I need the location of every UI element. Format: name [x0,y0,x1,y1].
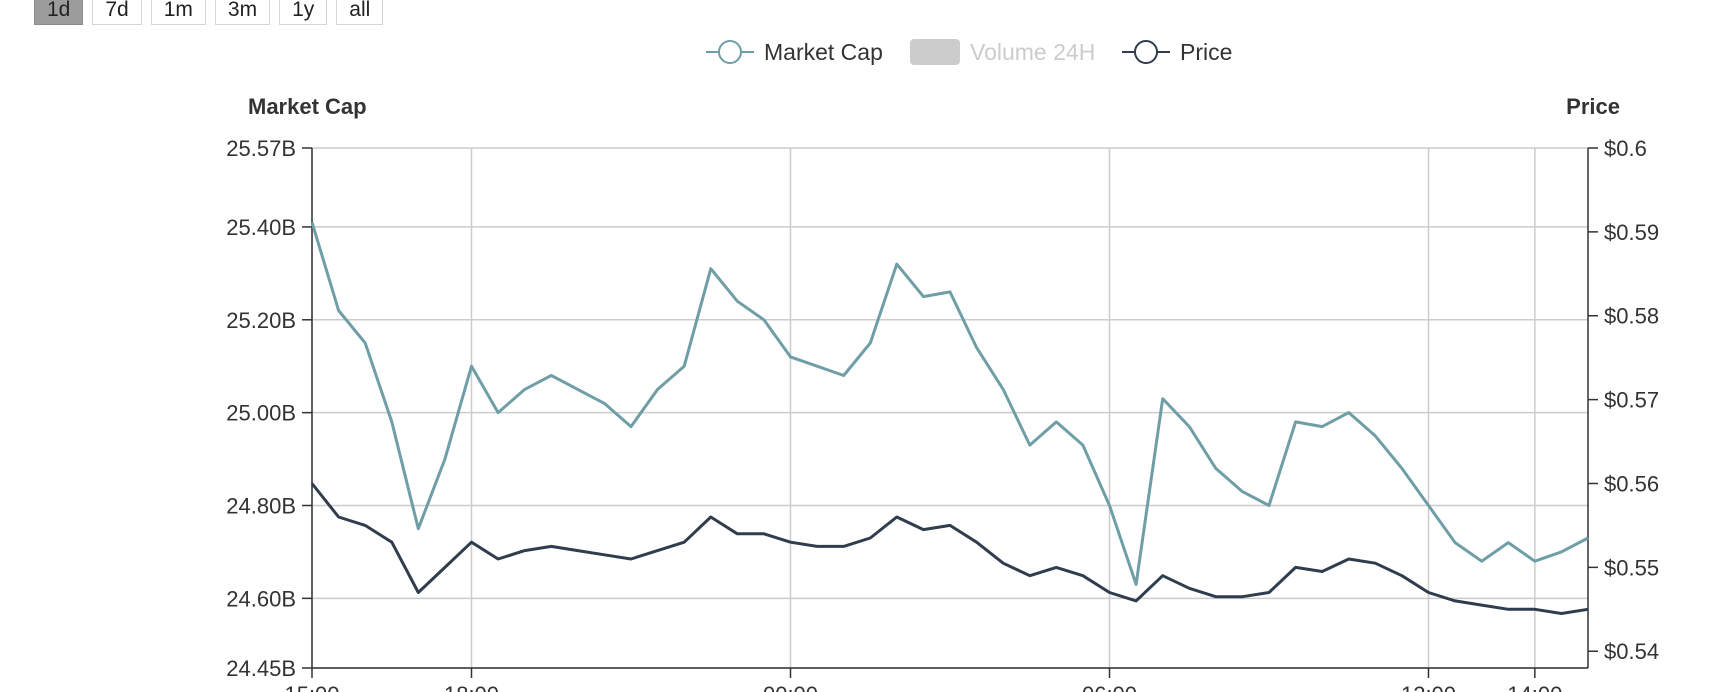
range-button-1m[interactable]: 1m [150,0,206,25]
chart-legend: Market Cap Volume 24H Price [706,39,1232,65]
legend-item-market-cap[interactable]: Market Cap [706,39,883,65]
right-axis-title: Price [1566,94,1620,119]
time-range-selector: 1d 7d 1m 3m 1y all [34,0,384,25]
left-tick-label: 24.45B [226,656,296,681]
range-button-all[interactable]: all [336,0,384,25]
x-tick-label: 14:00 [1507,682,1562,692]
x-tick-label: 00:00 [763,682,818,692]
legend-label: Market Cap [764,39,883,65]
right-tick-label: $0.59 [1604,220,1659,245]
left-tick-label: 25.40B [226,215,296,240]
range-button-1y[interactable]: 1y [279,0,328,25]
x-tick-label: 12:00 [1401,682,1456,692]
price-series-line [310,482,1589,615]
left-axis-title: Market Cap [248,94,367,119]
left-tick-label: 24.60B [226,586,296,611]
legend-marker-icon [1134,40,1158,64]
range-button-3m[interactable]: 3m [214,0,271,25]
x-tick-label: 15:00 [284,682,339,692]
left-tick-label: 25.00B [226,401,296,426]
right-tick-label: $0.6 [1604,136,1647,161]
right-tick-label: $0.54 [1604,639,1659,664]
axes: 25.57B 25.40B 25.20B 25.00B 24.80B 24.60B 24.4… [226,94,1659,692]
legend-item-volume-24h[interactable]: Volume 24H [910,39,1095,65]
legend-label: Price [1180,39,1232,65]
left-tick-label: 25.20B [226,308,296,333]
right-tick-label: $0.56 [1604,471,1659,496]
right-tick-label: $0.58 [1604,304,1659,329]
range-button-7d[interactable]: 7d [92,0,142,25]
legend-item-price[interactable]: Price [1122,39,1232,65]
left-tick-label: 25.57B [226,136,296,161]
x-tick-label: 06:00 [1082,682,1137,692]
series-lines [310,221,1589,615]
legend-marker-icon [718,40,742,64]
right-tick-label: $0.57 [1604,388,1659,413]
legend-label: Volume 24H [970,39,1095,65]
x-tick-label: 18:00 [444,682,499,692]
left-tick-label: 24.80B [226,494,296,519]
range-button-1d[interactable]: 1d [34,0,84,25]
market-cap-series-line [310,221,1589,586]
legend-box-icon [910,39,960,65]
right-tick-label: $0.55 [1604,555,1659,580]
